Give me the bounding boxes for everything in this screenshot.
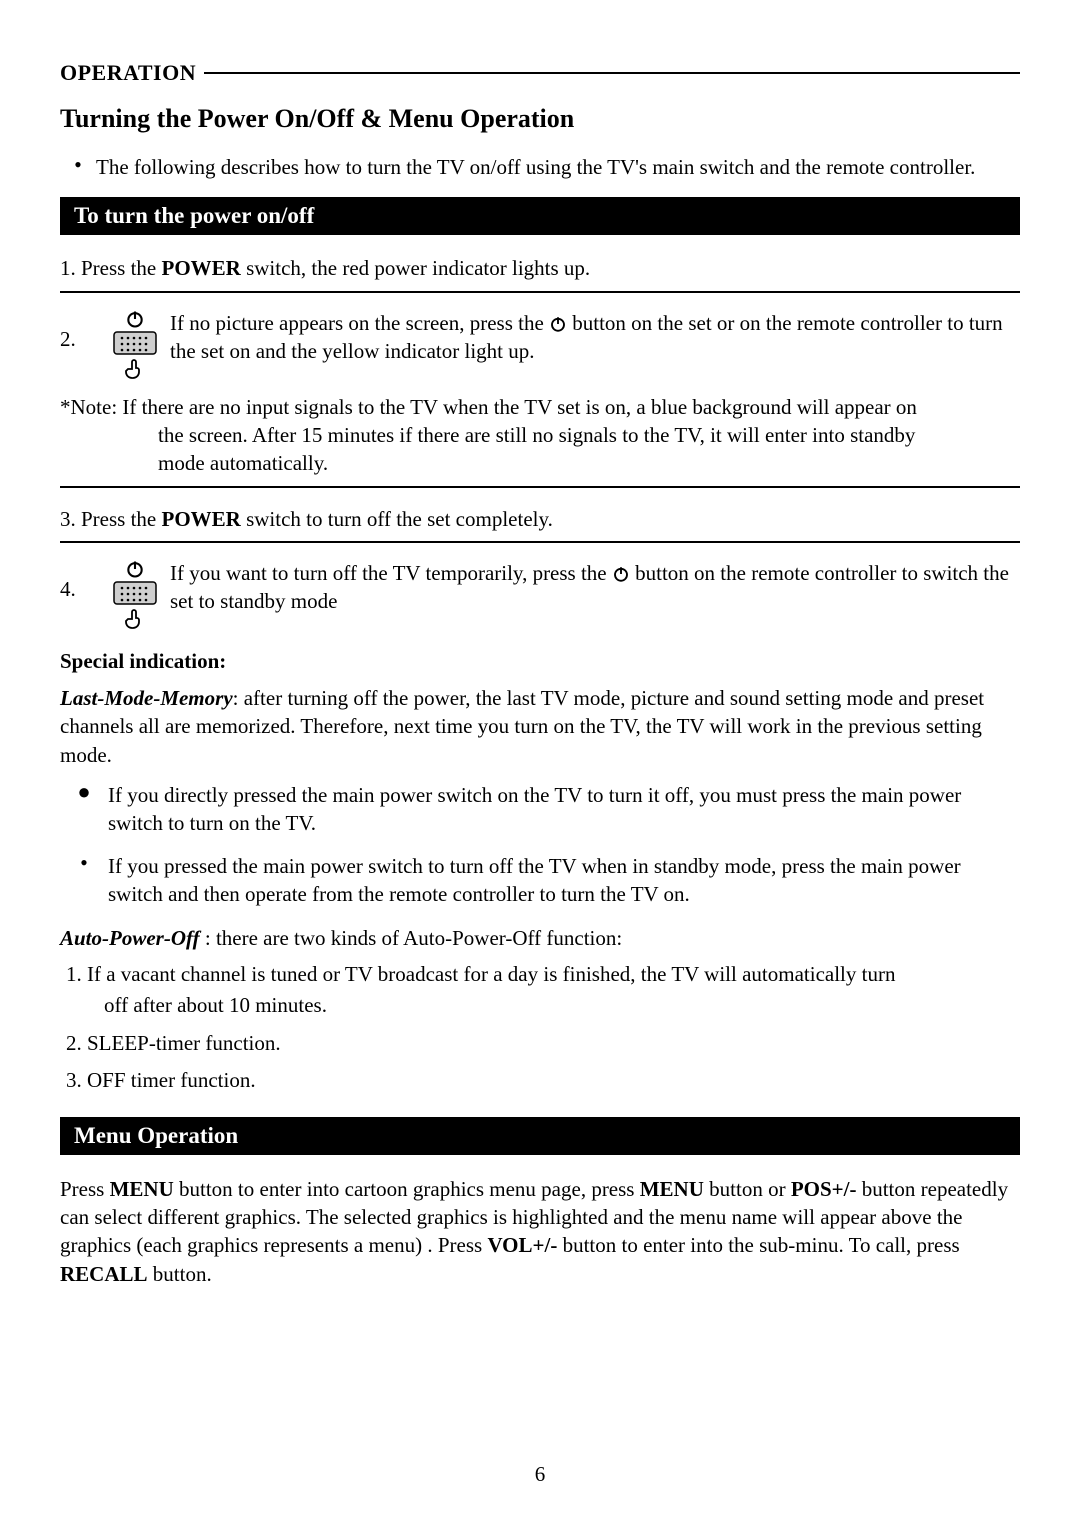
apo-item-1: 1. If a vacant channel is tuned or TV br… <box>60 959 1020 1022</box>
step2-number: 2. <box>60 307 100 353</box>
step4-text-a: If you want to turn off the TV temporari… <box>170 561 612 585</box>
step3-suffix: switch to turn off the set completely. <box>241 507 553 531</box>
special-bullet-list: ● If you directly pressed the main power… <box>60 781 1020 908</box>
section-header-row: OPERATION <box>60 60 1020 86</box>
step2-text: If no picture appears on the screen, pre… <box>170 307 1020 366</box>
apo-1b: off after about 10 minutes. <box>66 990 1020 1022</box>
step-4-row: 4. If you want to turn off the TV tempor… <box>60 557 1020 631</box>
step1-suffix: switch, the red power indicator lights u… <box>241 256 590 280</box>
mb-p3: button or <box>704 1177 791 1201</box>
step1-power-label: POWER <box>162 256 241 280</box>
note-block: *Note: If there are no input signals to … <box>60 393 1020 478</box>
hand-pointer-icon <box>123 357 147 381</box>
step1-prefix: 1. Press the <box>60 256 162 280</box>
apo-1a: 1. If a vacant channel is tuned or TV br… <box>66 962 895 986</box>
mb-vol-label: VOL+/- <box>487 1233 557 1257</box>
mb-pos-label: POS+/- <box>791 1177 857 1201</box>
step3-power-label: POWER <box>162 507 241 531</box>
bullet-dot-icon: ● <box>60 781 108 803</box>
intro-bullet-row: • The following describes how to turn th… <box>60 154 1020 181</box>
bullet-dot-icon: • <box>60 852 108 874</box>
section-header-rule <box>204 72 1020 74</box>
list-item-text: If you pressed the main power switch to … <box>108 852 1020 909</box>
step2-icon-col <box>100 307 170 381</box>
mb-p6: button. <box>148 1262 212 1286</box>
subsection-bar-power: To turn the power on/off <box>60 197 1020 235</box>
auto-power-off-label: Auto-Power-Off <box>60 926 200 950</box>
bullet-dot-icon: • <box>60 154 96 176</box>
note-line3: mode automatically. <box>60 449 1020 477</box>
list-item: • If you pressed the main power switch t… <box>60 852 1020 909</box>
step4-icon-col <box>100 557 170 631</box>
mb-p2: button to enter into cartoon graphics me… <box>174 1177 640 1201</box>
list-item-text: If you directly pressed the main power s… <box>108 781 1020 838</box>
hand-pointer-icon <box>123 607 147 631</box>
section-header-label: OPERATION <box>60 60 204 86</box>
step-3: 3. Press the POWER switch to turn off th… <box>60 506 1020 533</box>
mb-recall-label: RECALL <box>60 1262 148 1286</box>
page-number: 6 <box>0 1462 1080 1487</box>
mb-menu-label-2: MENU <box>640 1177 704 1201</box>
step4-text: If you want to turn off the TV temporari… <box>170 557 1020 616</box>
divider-rule <box>60 291 1020 293</box>
step2-text-a: If no picture appears on the screen, pre… <box>170 311 549 335</box>
list-item: ● If you directly pressed the main power… <box>60 781 1020 838</box>
apo-item-3: 3. OFF timer function. <box>60 1065 1020 1097</box>
step-2-row: 2. If no picture appears on the screen, … <box>60 307 1020 381</box>
auto-power-off-text: : there are two kinds of Auto-Power-Off … <box>200 926 623 950</box>
step3-prefix: 3. Press the <box>60 507 162 531</box>
apo-item-2: 2. SLEEP-timer function. <box>60 1028 1020 1060</box>
special-indication-heading: Special indication: <box>60 649 1020 674</box>
power-inline-icon <box>612 565 630 583</box>
step4-number: 4. <box>60 557 100 603</box>
remote-icon <box>113 331 157 355</box>
mb-menu-label: MENU <box>110 1177 174 1201</box>
note-line2: the screen. After 15 minutes if there ar… <box>60 421 1020 449</box>
auto-power-off-para: Auto-Power-Off : there are two kinds of … <box>60 924 1020 952</box>
power-icon <box>125 559 145 579</box>
divider-rule <box>60 486 1020 488</box>
mb-p5: button to enter into the sub-minu. To ca… <box>557 1233 959 1257</box>
last-mode-memory-label: Last-Mode-Memory <box>60 686 233 710</box>
manual-page: OPERATION Turning the Power On/Off & Men… <box>0 0 1080 1527</box>
page-title: Turning the Power On/Off & Menu Operatio… <box>60 104 1020 134</box>
step-1: 1. Press the POWER switch, the red power… <box>60 255 1020 282</box>
menu-operation-body: Press MENU button to enter into cartoon … <box>60 1175 1020 1288</box>
subsection-bar-menu: Menu Operation <box>60 1117 1020 1155</box>
last-mode-memory-para: Last-Mode-Memory: after turning off the … <box>60 684 1020 769</box>
power-icon <box>125 309 145 329</box>
auto-power-off-list: 1. If a vacant channel is tuned or TV br… <box>60 959 1020 1097</box>
intro-text: The following describes how to turn the … <box>96 154 1020 181</box>
remote-icon <box>113 581 157 605</box>
mb-p1: Press <box>60 1177 110 1201</box>
power-inline-icon <box>549 315 567 333</box>
divider-rule <box>60 541 1020 543</box>
note-line1: *Note: If there are no input signals to … <box>60 395 917 419</box>
